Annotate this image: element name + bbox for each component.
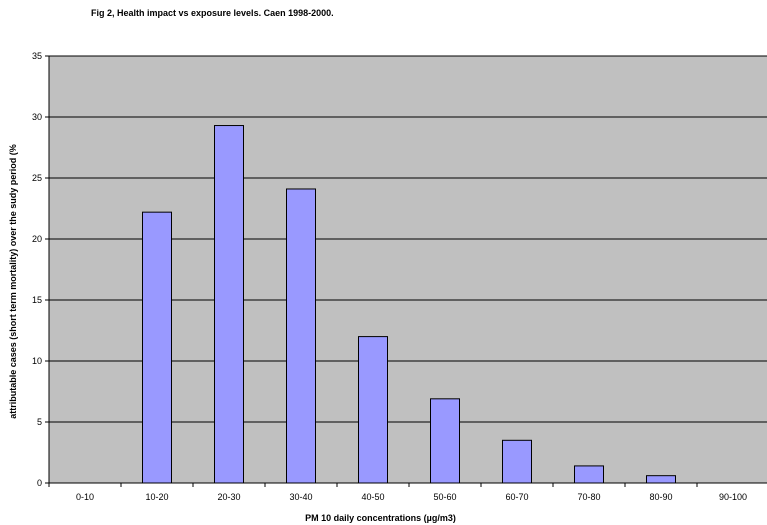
- x-tick-label: 90-100: [719, 492, 747, 502]
- bar-40-50: [358, 336, 388, 484]
- bar-70-80: [574, 465, 604, 484]
- x-tick-label: 80-90: [649, 492, 672, 502]
- bar-10-20: [142, 211, 172, 484]
- y-tick-label: 20: [32, 234, 42, 244]
- x-tick-label: 40-50: [361, 492, 384, 502]
- y-tick-label: 0: [37, 478, 42, 488]
- y-tick-label: 25: [32, 173, 42, 183]
- x-tick-label: 50-60: [433, 492, 456, 502]
- x-tick-label: 0-10: [76, 492, 94, 502]
- y-tick-label: 15: [32, 295, 42, 305]
- bar-50-60: [430, 398, 460, 484]
- y-tick-label: 10: [32, 356, 42, 366]
- x-tick-label: 70-80: [577, 492, 600, 502]
- x-tick-label: 10-20: [145, 492, 168, 502]
- y-axis-label: attributable cases (short term mortality…: [8, 144, 18, 419]
- y-tick-label: 5: [37, 417, 42, 427]
- chart-title: Fig 2, Health impact vs exposure levels.…: [91, 8, 334, 18]
- x-tick-label: 30-40: [289, 492, 312, 502]
- bar-60-70: [502, 439, 532, 484]
- bars: [142, 125, 676, 484]
- bar-20-30: [214, 125, 244, 484]
- bar-80-90: [646, 475, 676, 484]
- x-axis-label: PM 10 daily concentrations (µg/m3): [305, 513, 456, 523]
- x-tick-labels: 0-10 10-20 20-30 30-40 40-50 50-60 60-70 70-80 8…: [76, 492, 747, 502]
- x-tick-label: 20-30: [217, 492, 240, 502]
- y-tick-label: 30: [32, 112, 42, 122]
- y-tick-label: 35: [32, 51, 42, 61]
- y-tick-labels: 0 5 10 15 20 25 30 35: [32, 51, 42, 488]
- x-tick-label: 60-70: [505, 492, 528, 502]
- bar-30-40: [286, 188, 316, 484]
- axes: [45, 55, 767, 487]
